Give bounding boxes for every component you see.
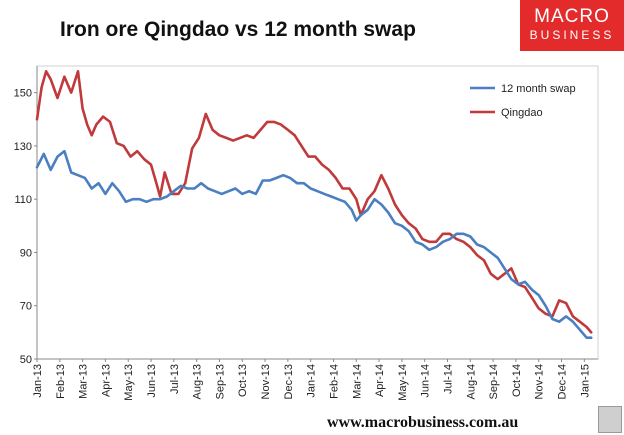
legend-label-qingdao: Qingdao xyxy=(501,107,543,119)
x-tick-label: Sep-13 xyxy=(214,364,226,399)
x-tick-label: Aug-14 xyxy=(465,364,477,399)
x-tick-label: Oct-13 xyxy=(237,364,249,397)
x-tick-label: Jan-13 xyxy=(32,364,44,398)
x-tick-label: Jun-14 xyxy=(420,364,432,398)
y-tick-label: 70 xyxy=(20,301,32,313)
x-tick-label: Mar-13 xyxy=(78,364,90,399)
y-tick-label: 130 xyxy=(14,141,32,153)
x-tick-label: May-13 xyxy=(123,364,135,401)
y-tick-label: 50 xyxy=(20,354,32,366)
x-tick-label: Jul-14 xyxy=(442,364,454,394)
y-tick-label: 90 xyxy=(20,247,32,259)
series-line-swap xyxy=(35,149,593,340)
x-tick-label: Aug-13 xyxy=(192,364,204,399)
chart-series xyxy=(35,70,593,340)
y-tick-label: 150 xyxy=(14,88,32,100)
x-tick-label: Feb-13 xyxy=(55,364,67,399)
macrobusiness-logo[interactable]: MACRO BUSINESS xyxy=(520,0,624,51)
x-tick-label: Feb-14 xyxy=(328,364,340,399)
x-tick-label: Oct-14 xyxy=(511,364,523,397)
x-tick-label: Jul-13 xyxy=(169,364,181,394)
x-tick-label: Apr-14 xyxy=(374,364,386,397)
chart-title: Iron ore Qingdao vs 12 month swap xyxy=(60,18,416,41)
y-tick-label: 110 xyxy=(14,194,32,206)
x-tick-label: Dec-14 xyxy=(557,364,569,399)
x-tick-label: Jun-13 xyxy=(146,364,158,398)
x-tick-label: Nov-14 xyxy=(534,364,546,399)
series-line-qingdao xyxy=(35,70,593,334)
chart-legend: 12 month swap Qingdao xyxy=(470,83,576,119)
footer-url[interactable]: www.macrobusiness.com.au xyxy=(327,414,519,431)
x-tick-label: Apr-13 xyxy=(100,364,112,397)
x-tick-label: Jan-14 xyxy=(306,364,318,398)
legend-label-swap: 12 month swap xyxy=(501,83,576,95)
x-tick-label: Jan-15 xyxy=(579,364,591,398)
chart-axes: 50 70 90 110 130 150 Jan-13 Feb-13 Mar-13 Apr-13 M… xyxy=(14,65,599,401)
logo-line2: BUSINESS xyxy=(529,28,615,42)
x-tick-label: Sep-14 xyxy=(488,364,500,399)
x-tick-label: Nov-13 xyxy=(260,364,272,399)
x-tick-label: May-14 xyxy=(397,364,409,401)
wolf-icon xyxy=(598,406,622,433)
x-tick-label: Mar-14 xyxy=(351,364,363,399)
logo-line1: MACRO xyxy=(534,6,610,27)
x-tick-label: Dec-13 xyxy=(283,364,295,399)
